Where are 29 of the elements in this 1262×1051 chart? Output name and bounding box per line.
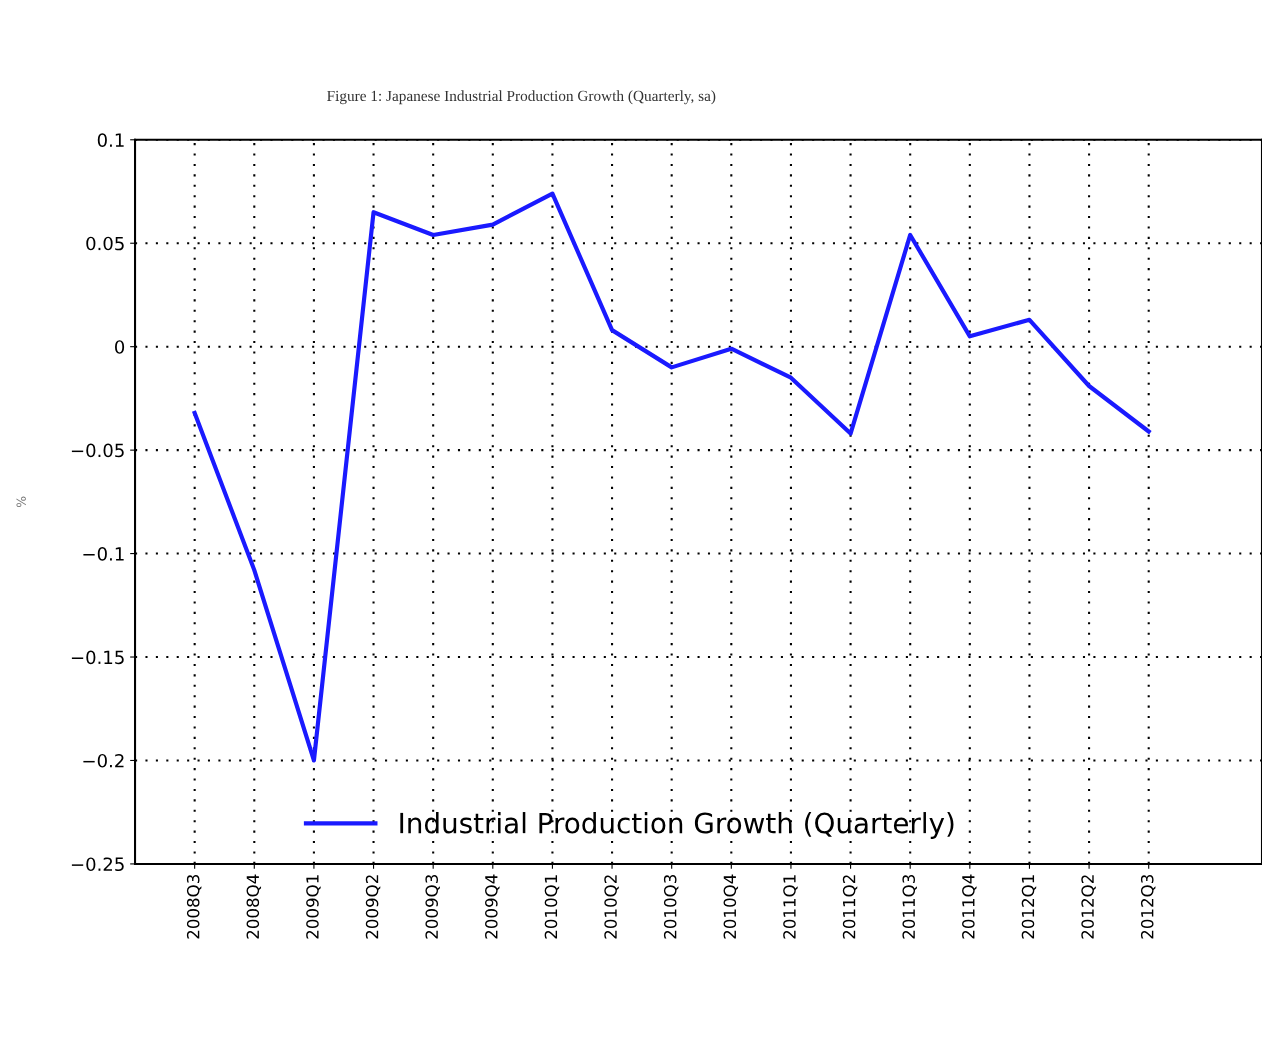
x-tick-label: 2012Q2 <box>1081 875 1096 939</box>
y-tick-label: −0.25 <box>71 857 124 872</box>
y-tick-label: 0.05 <box>86 236 124 251</box>
y-axis-title: % <box>16 496 26 508</box>
x-tick-label: 2011Q2 <box>842 875 858 939</box>
x-tick-label: 2010Q3 <box>663 874 679 939</box>
x-tick-label: 2010Q2 <box>604 875 619 939</box>
y-tick-label: 0 <box>115 340 125 354</box>
y-tick-label: −0.05 <box>71 443 124 458</box>
y-tick-label: −0.15 <box>71 650 124 665</box>
x-tick-label: 2008Q3 <box>186 874 202 939</box>
x-tick-label: 2010Q1 <box>544 875 560 939</box>
x-tick-label: 2012Q3 <box>1140 874 1156 939</box>
x-tick-label: 2011Q1 <box>783 875 798 939</box>
x-tick-label: 2009Q4 <box>485 874 500 939</box>
x-tick-label: 2009Q2 <box>365 875 381 939</box>
y-tick-label: 0.1 <box>97 133 124 147</box>
x-tick-label: 2012Q1 <box>1021 875 1037 939</box>
x-tick-label: 2008Q4 <box>246 874 262 939</box>
x-tick-label: 2011Q3 <box>902 874 917 939</box>
y-tick-label: −0.1 <box>83 547 124 561</box>
x-tick-label: 2009Q3 <box>425 874 440 939</box>
x-tick-label: 2011Q4 <box>962 874 977 939</box>
legend-label: Industrial Production Growth (Quarterly) <box>400 812 954 839</box>
chart-title: Figure 1: Japanese Industrial Production Growth (Quarterly, sa) <box>327 90 716 105</box>
line-series <box>192 191 1151 763</box>
y-tick-label: −0.2 <box>83 753 124 768</box>
x-tick-label: 2009Q1 <box>306 875 321 939</box>
x-tick-label: 2010Q4 <box>723 874 739 939</box>
